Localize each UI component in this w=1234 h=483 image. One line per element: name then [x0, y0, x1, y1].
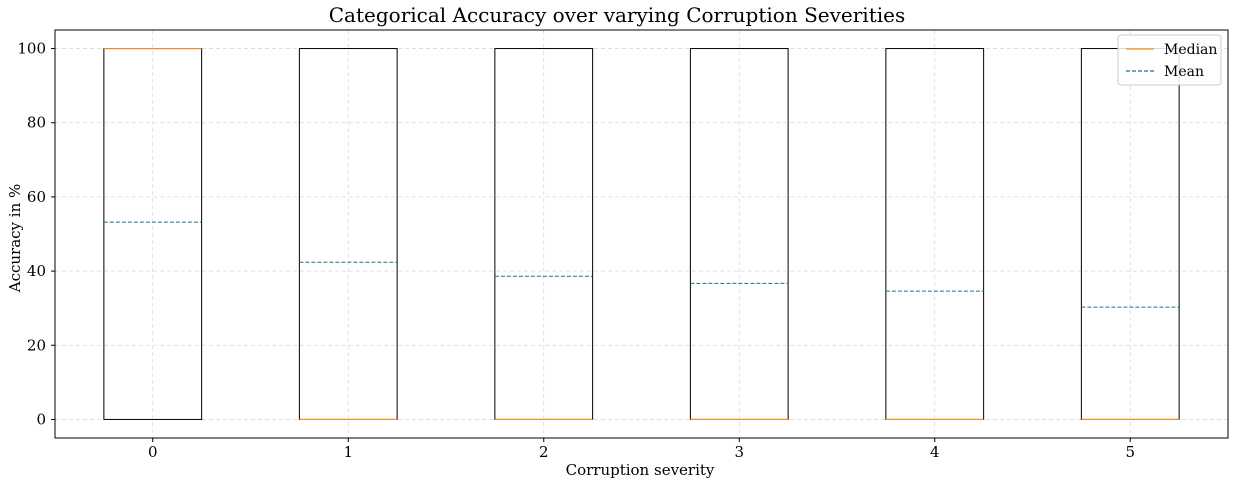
box-0	[103, 47, 203, 420]
x-tick-label: 1	[343, 443, 353, 461]
x-tick-label: 2	[539, 443, 549, 461]
legend-label-mean: Mean	[1164, 64, 1204, 80]
box-1	[298, 48, 398, 421]
chart-title: Categorical Accuracy over varying Corrup…	[329, 3, 905, 27]
x-axis-label: Corruption severity	[566, 461, 715, 479]
plot-frame	[54, 29, 1229, 439]
y-tick-label: 60	[27, 188, 46, 206]
legend-label-median: Median	[1164, 42, 1217, 58]
x-tick-label: 0	[148, 443, 158, 461]
boxes	[103, 47, 1180, 421]
legend: Median Mean	[1117, 34, 1222, 86]
y-tick-label: 80	[27, 114, 46, 132]
x-tick-label: 4	[930, 443, 940, 461]
box-4	[885, 48, 985, 421]
y-tick-label: 0	[36, 410, 46, 428]
y-axis-label: Accuracy in %	[6, 184, 24, 294]
legend-box	[1117, 34, 1222, 86]
x-tick-label: 3	[734, 443, 744, 461]
grid	[55, 30, 1228, 438]
ticks: 0 20 40 60 80 100 0 1 2 3 4 5	[17, 40, 1135, 461]
box-2	[494, 48, 594, 421]
y-tick-label: 40	[27, 262, 46, 280]
box-3	[689, 48, 789, 421]
y-tick-label: 20	[27, 336, 46, 354]
y-tick-label: 100	[17, 40, 46, 58]
x-tick-label: 5	[1125, 443, 1135, 461]
